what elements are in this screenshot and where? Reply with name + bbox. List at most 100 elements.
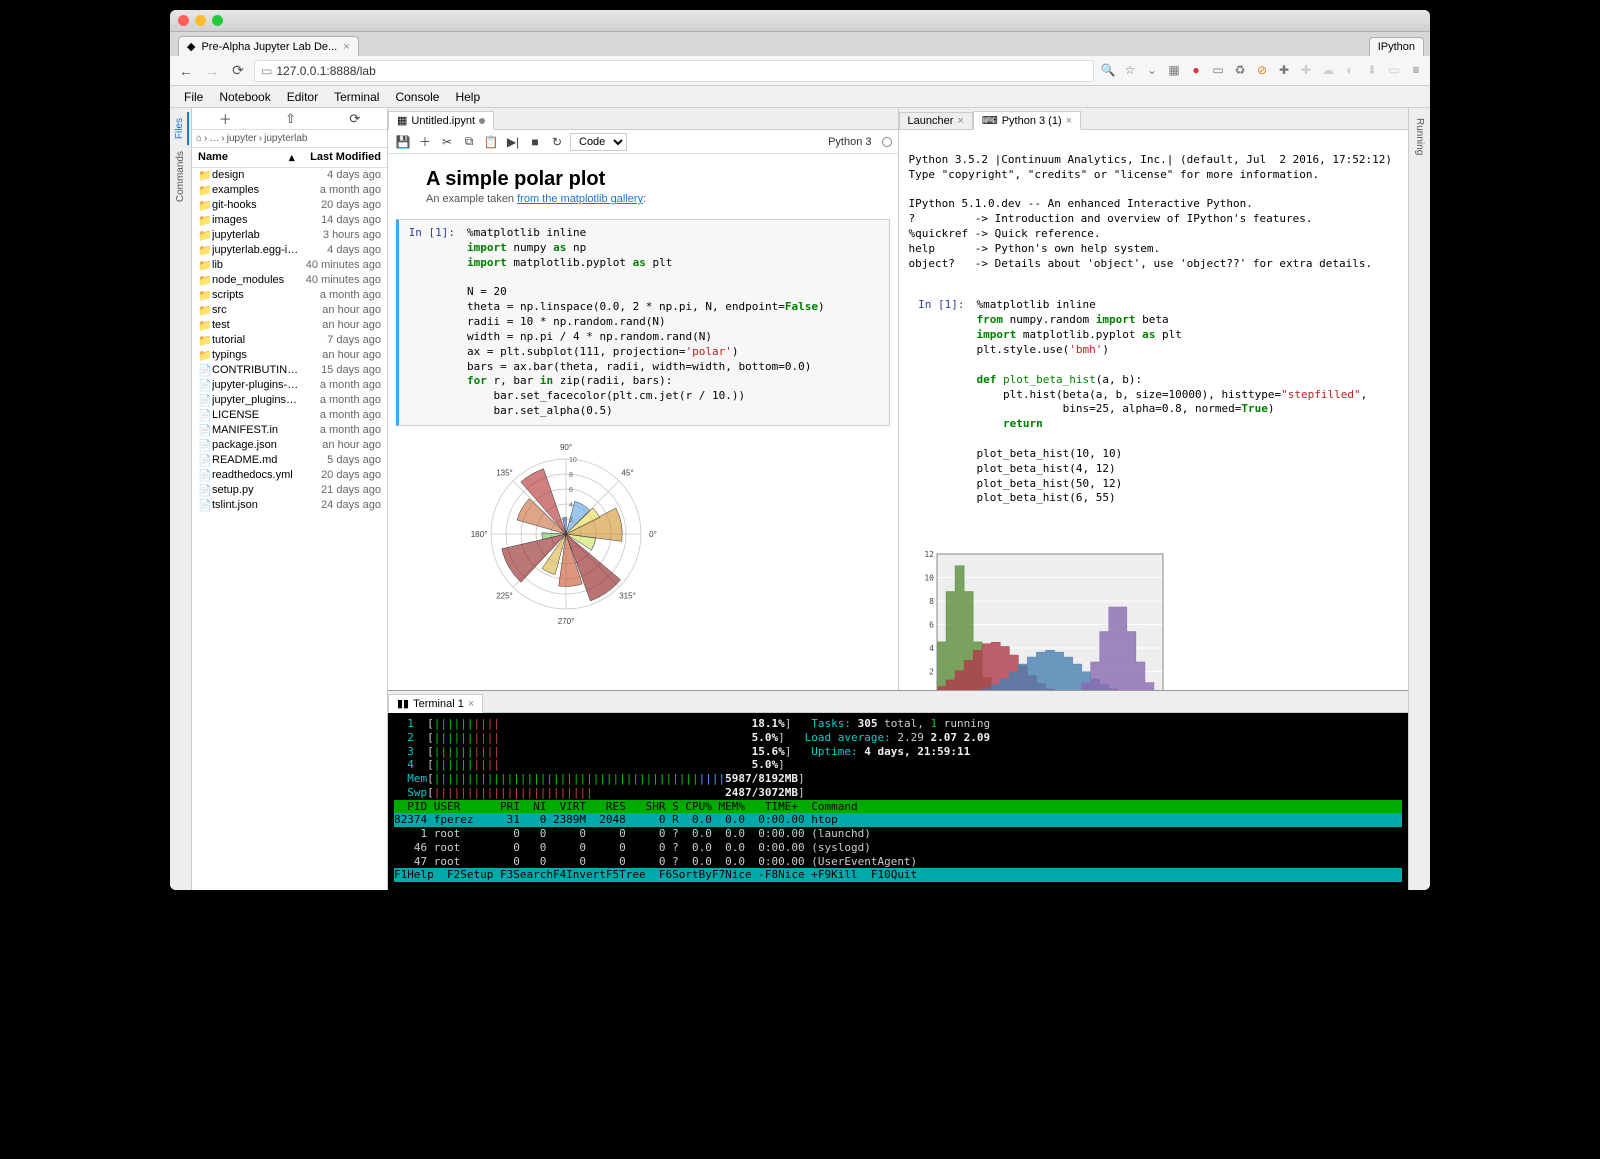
traffic-max[interactable]	[212, 15, 223, 26]
pocket-icon[interactable]: ⌄	[1144, 63, 1160, 79]
code-cell[interactable]: In [1]: %matplotlib inline import numpy …	[396, 219, 890, 426]
url-field[interactable]: ▭ 127.0.0.1:8888/lab	[254, 60, 1094, 82]
file-row[interactable]: 📄setup.py21 days ago	[192, 483, 387, 498]
file-modified: 20 days ago	[299, 469, 381, 482]
copy-button[interactable]: ⧉	[460, 134, 478, 149]
ext-icon[interactable]: ▦	[1166, 63, 1182, 79]
svg-text:180°: 180°	[471, 530, 488, 539]
file-row[interactable]: 📁tutorial7 days ago	[192, 333, 387, 348]
svg-text:45°: 45°	[621, 468, 633, 477]
menu-console[interactable]: Console	[387, 90, 447, 104]
ext5-icon[interactable]: ✚	[1298, 63, 1314, 79]
file-row[interactable]: 📁git-hooks20 days ago	[192, 198, 387, 213]
file-modified: 40 minutes ago	[299, 259, 381, 272]
svg-text:10: 10	[924, 573, 934, 582]
ext9-icon[interactable]: ▭	[1386, 63, 1402, 79]
ext4-icon[interactable]: ✚	[1276, 63, 1292, 79]
file-row[interactable]: 📄LICENSEa month ago	[192, 408, 387, 423]
code-editor[interactable]: %matplotlib inline import numpy as np im…	[459, 220, 889, 425]
file-row[interactable]: 📁jupyterlab.egg-info4 days ago	[192, 243, 387, 258]
star-icon[interactable]: ☆	[1122, 63, 1138, 79]
console-tab[interactable]: ⌨ Python 3 (1) ×	[973, 111, 1081, 130]
nb-tab[interactable]: ▦ Untitled.ipynt	[388, 111, 494, 130]
term-tabstrip: ▮▮ Terminal 1 ×	[388, 691, 1408, 713]
file-row[interactable]: 📁examplesa month ago	[192, 183, 387, 198]
fwd-button[interactable]: →	[202, 63, 222, 79]
file-row[interactable]: 📄jupyter-plugins-dem..a month ago	[192, 378, 387, 393]
ext8-icon[interactable]: ⬇	[1364, 63, 1380, 79]
file-icon: 📄	[198, 409, 212, 422]
new-folder-icon[interactable]: ＋	[219, 109, 232, 128]
save-button[interactable]: 💾	[394, 135, 412, 149]
file-row[interactable]: 📄jupyter_plugins.pnga month ago	[192, 393, 387, 408]
menu-terminal[interactable]: Terminal	[326, 90, 387, 104]
markdown-cell[interactable]: A simple polar plot An example taken fro…	[396, 162, 890, 215]
file-row[interactable]: 📁lib40 minutes ago	[192, 258, 387, 273]
abp-icon[interactable]: ●	[1188, 63, 1204, 79]
file-row[interactable]: 📄README.md5 days ago	[192, 453, 387, 468]
upload-icon[interactable]: ⇧	[285, 111, 296, 127]
stop-button[interactable]: ■	[526, 135, 544, 149]
file-row[interactable]: 📁typingsan hour ago	[192, 348, 387, 363]
menu-help[interactable]: Help	[447, 90, 488, 104]
close-icon[interactable]: ×	[957, 115, 963, 127]
browser-tab[interactable]: ◆ Pre-Alpha Jupyter Lab De... ×	[178, 36, 359, 56]
breadcrumb[interactable]: ⌂›…›jupyter›jupyterlab	[192, 130, 387, 148]
file-row[interactable]: 📁jupyterlab3 hours ago	[192, 228, 387, 243]
terminal-tab[interactable]: ▮▮ Terminal 1 ×	[388, 694, 483, 713]
run-button[interactable]: ▶|	[504, 135, 522, 149]
ext3-icon[interactable]: ⊘	[1254, 63, 1270, 79]
file-icon: 📁	[198, 229, 212, 242]
search-icon[interactable]: 🔍	[1100, 63, 1116, 79]
file-name: tutorial	[212, 334, 299, 347]
celltype-select[interactable]: Code	[570, 133, 627, 151]
paste-button[interactable]: 📋	[482, 135, 500, 149]
file-row[interactable]: 📁scriptsa month ago	[192, 288, 387, 303]
file-row[interactable]: 📄MANIFEST.ina month ago	[192, 423, 387, 438]
traffic-close[interactable]	[178, 15, 189, 26]
menu-notebook[interactable]: Notebook	[211, 90, 278, 104]
sort-icon[interactable]: ▴	[289, 151, 299, 164]
col-modified[interactable]: Last Modified	[299, 151, 381, 164]
file-row[interactable]: 📁node_modules40 minutes ago	[192, 273, 387, 288]
nb-body[interactable]: A simple polar plot An example taken fro…	[388, 154, 898, 690]
recycle-icon[interactable]: ♻	[1232, 63, 1248, 79]
browser-badge[interactable]: IPython	[1369, 37, 1424, 56]
menu-editor[interactable]: Editor	[279, 90, 326, 104]
close-icon[interactable]: ×	[1066, 115, 1072, 127]
file-row[interactable]: 📄CONTRIBUTING.md15 days ago	[192, 363, 387, 378]
rail-commands[interactable]: Commands	[173, 145, 188, 208]
top-row: ▦ Untitled.ipynt 💾 ＋ ✂ ⧉ 📋 ▶| ■ ↻	[388, 108, 1408, 690]
ext2-icon[interactable]: ▭	[1210, 63, 1226, 79]
launcher-tab[interactable]: Launcher ×	[899, 112, 973, 130]
file-row[interactable]: 📁design4 days ago	[192, 168, 387, 183]
kernel-status-icon	[882, 137, 892, 147]
file-row[interactable]: 📄tslint.json24 days ago	[192, 498, 387, 513]
terminal-body[interactable]: 1 [|||||||||| 18.1%] Tasks: 305 total, 1…	[388, 713, 1408, 890]
console-code: %matplotlib inline from numpy.random imp…	[969, 292, 1399, 512]
file-row[interactable]: 📁images14 days ago	[192, 213, 387, 228]
refresh-icon[interactable]: ⟳	[349, 111, 360, 127]
file-row[interactable]: 📄package.jsonan hour ago	[192, 438, 387, 453]
file-row[interactable]: 📁srcan hour ago	[192, 303, 387, 318]
console-body[interactable]: Python 3.5.2 |Continuum Analytics, Inc.|…	[899, 130, 1409, 690]
back-button[interactable]: ←	[176, 63, 196, 79]
col-name[interactable]: Name	[198, 151, 289, 164]
cut-button[interactable]: ✂	[438, 135, 456, 149]
traffic-min[interactable]	[195, 15, 206, 26]
rail-running[interactable]: Running	[1412, 112, 1427, 161]
add-cell-button[interactable]: ＋	[416, 133, 434, 150]
file-icon: 📁	[198, 334, 212, 347]
menu-file[interactable]: File	[176, 90, 211, 104]
ext6-icon[interactable]: ☁	[1320, 63, 1336, 79]
reload-button[interactable]: ⟳	[228, 62, 248, 79]
md-link[interactable]: from the matplotlib gallery	[517, 193, 643, 205]
rail-files[interactable]: Files	[172, 112, 189, 145]
file-row[interactable]: 📄readthedocs.yml20 days ago	[192, 468, 387, 483]
restart-button[interactable]: ↻	[548, 135, 566, 149]
ext7-icon[interactable]: ◐	[1342, 63, 1358, 79]
file-row[interactable]: 📁testan hour ago	[192, 318, 387, 333]
tab-close-icon[interactable]: ×	[343, 41, 349, 53]
close-icon[interactable]: ×	[468, 698, 474, 710]
menu-icon[interactable]: ≡	[1408, 63, 1424, 79]
